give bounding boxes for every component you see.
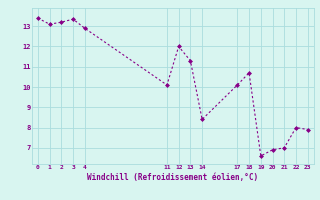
X-axis label: Windchill (Refroidissement éolien,°C): Windchill (Refroidissement éolien,°C)	[87, 173, 258, 182]
